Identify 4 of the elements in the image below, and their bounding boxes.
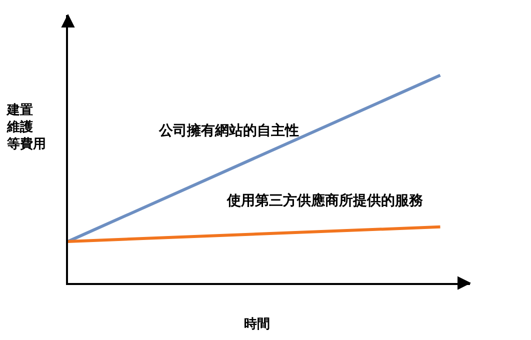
y-axis-title: 建置維護等費用	[6, 103, 46, 152]
x-axis-title: 時間	[244, 317, 270, 332]
series-label: 公司擁有網站的自主性	[158, 122, 299, 139]
series-label: 使用第三方供應商所提供的服務	[226, 192, 424, 209]
